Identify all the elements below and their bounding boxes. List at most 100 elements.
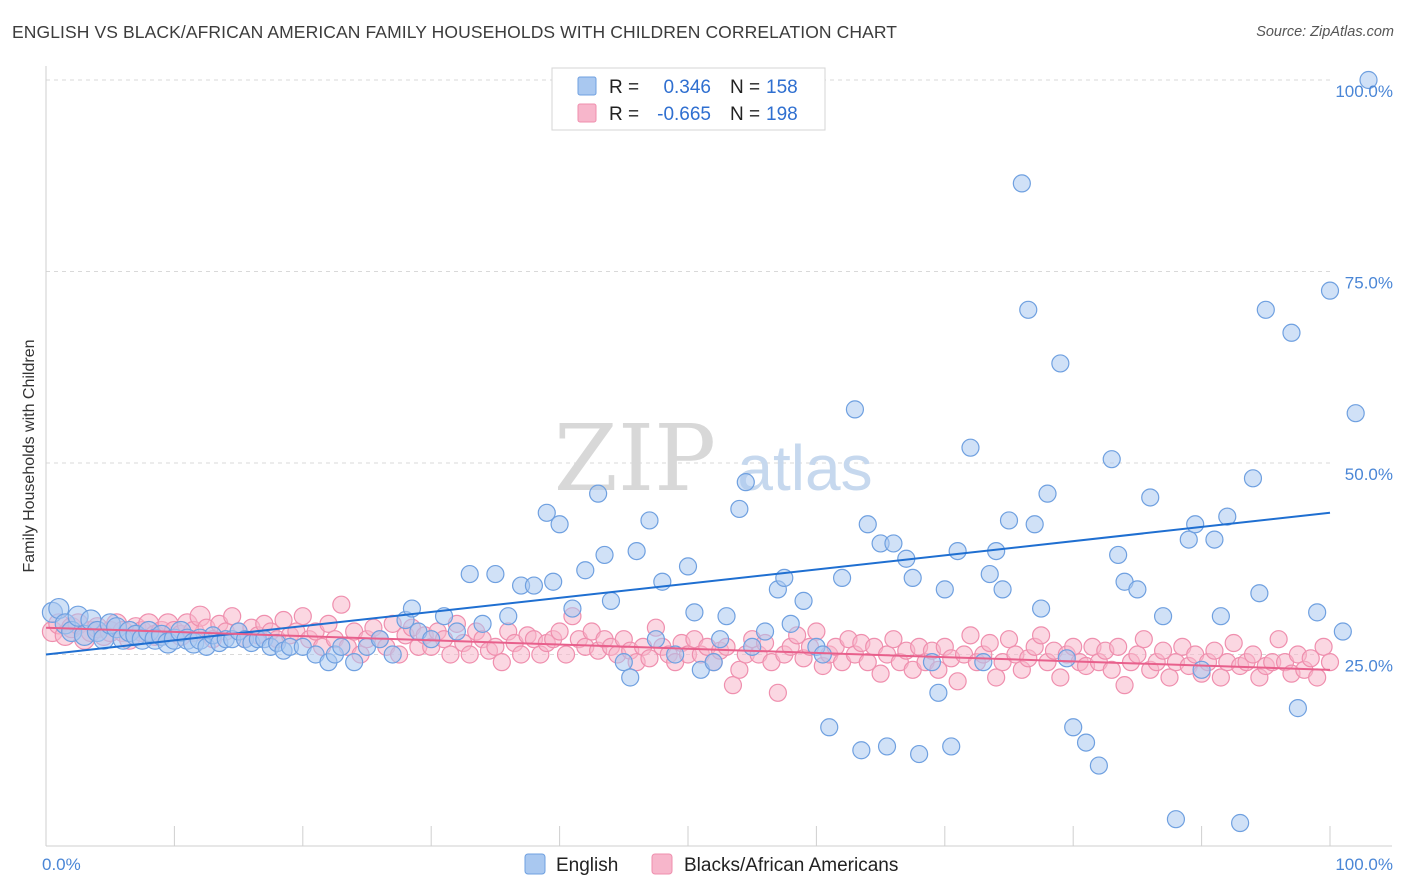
english-point — [614, 653, 633, 672]
english-point — [1076, 733, 1096, 752]
y-axis-label: Family Households with Children — [21, 340, 38, 573]
english-point — [1141, 488, 1160, 507]
english-point — [1211, 607, 1230, 626]
english-point — [1192, 660, 1211, 679]
english-point — [743, 637, 762, 656]
black-point — [441, 645, 460, 664]
english-point — [884, 534, 903, 553]
black-point — [511, 645, 531, 664]
legend-english-n-value: 158 — [766, 77, 798, 98]
english-point — [666, 645, 685, 664]
english-point — [993, 580, 1012, 599]
y-tick-label: 25.0% — [1345, 657, 1393, 676]
english-point — [1205, 530, 1224, 549]
black-point — [723, 676, 743, 695]
english-point — [1256, 300, 1275, 319]
black-point — [460, 645, 479, 664]
legend-black-n-value: 198 — [766, 104, 798, 125]
english-point — [935, 580, 954, 599]
english-point — [1051, 354, 1070, 373]
black-point — [1109, 637, 1128, 656]
english-point — [345, 653, 364, 672]
y-tick-label: 50.0% — [1345, 465, 1393, 484]
english-point — [1031, 599, 1051, 618]
trend-lines — [45, 511, 1331, 671]
black-point — [987, 668, 1006, 687]
english-point — [858, 515, 877, 534]
black-point — [223, 607, 242, 626]
black-point — [1115, 676, 1134, 695]
black-point — [1102, 660, 1121, 679]
english-point — [621, 668, 640, 687]
legend-bottom-black-label: Blacks/African Americans — [684, 855, 898, 876]
black-point — [730, 660, 749, 679]
english-point — [1102, 450, 1121, 469]
english-point — [1250, 584, 1269, 603]
english-point — [499, 607, 518, 626]
black-point — [871, 664, 890, 683]
english-trend-line — [45, 511, 1331, 656]
black-point — [1134, 630, 1153, 649]
legend-english-r-value: 0.346 — [663, 77, 711, 98]
x-tick-labels: 0.0% 100.0% — [42, 855, 1393, 874]
english-point — [1038, 484, 1057, 503]
black-point — [1320, 653, 1340, 672]
english-point — [486, 564, 505, 584]
axes — [45, 66, 1392, 847]
watermark: ZIP atlas — [554, 405, 873, 512]
black-point — [492, 653, 511, 672]
english-point — [1186, 515, 1205, 534]
black-point — [1308, 668, 1327, 687]
english-point — [832, 568, 852, 588]
english-point — [589, 484, 608, 503]
english-point — [942, 737, 961, 756]
english-point — [1128, 580, 1147, 599]
english-point — [1346, 404, 1365, 423]
english-point — [736, 473, 755, 492]
english-point — [974, 653, 993, 672]
chart-title: ENGLISH VS BLACK/AFRICAN AMERICAN FAMILY… — [12, 22, 898, 42]
english-point — [877, 737, 897, 756]
black-point — [556, 645, 576, 664]
english-point — [1359, 70, 1378, 90]
english-point — [852, 741, 871, 760]
black-point — [1031, 626, 1051, 645]
black-point — [768, 683, 787, 702]
english-point — [1019, 300, 1038, 319]
watermark-zip: ZIP — [554, 405, 716, 512]
legend-bottom: English Blacks/African Americans — [524, 853, 898, 876]
english-point — [755, 622, 775, 641]
english-point — [1012, 174, 1031, 193]
english-point — [1179, 530, 1198, 549]
english-point — [550, 515, 569, 534]
watermark-atlas: atlas — [737, 432, 872, 504]
y-tick-label: 100.0% — [1335, 82, 1393, 101]
english-point — [685, 603, 704, 622]
legend-box — [551, 67, 826, 131]
black-point — [980, 633, 999, 653]
english-point — [999, 511, 1019, 530]
black-point — [486, 637, 505, 656]
english-point — [576, 561, 595, 580]
black-point — [1224, 633, 1243, 653]
english-point — [544, 572, 563, 591]
english-point — [929, 683, 948, 702]
source-label: Source: ZipAtlas.com — [1256, 24, 1394, 40]
black-point — [807, 622, 826, 641]
english-point — [1243, 469, 1263, 488]
black-trend-line — [45, 626, 1331, 671]
english-point — [910, 744, 929, 764]
black-point — [640, 649, 659, 668]
english-point — [1057, 649, 1076, 668]
english-point — [1308, 603, 1327, 622]
black-point — [1128, 645, 1147, 664]
english-point — [524, 576, 544, 595]
english-point — [1320, 281, 1340, 300]
black-point — [961, 626, 980, 645]
english-point — [678, 557, 698, 576]
x-tick-label: 100.0% — [1335, 855, 1393, 874]
black-point — [332, 595, 351, 614]
english-point — [595, 545, 614, 565]
legend-english-r-label: R = — [609, 77, 639, 98]
